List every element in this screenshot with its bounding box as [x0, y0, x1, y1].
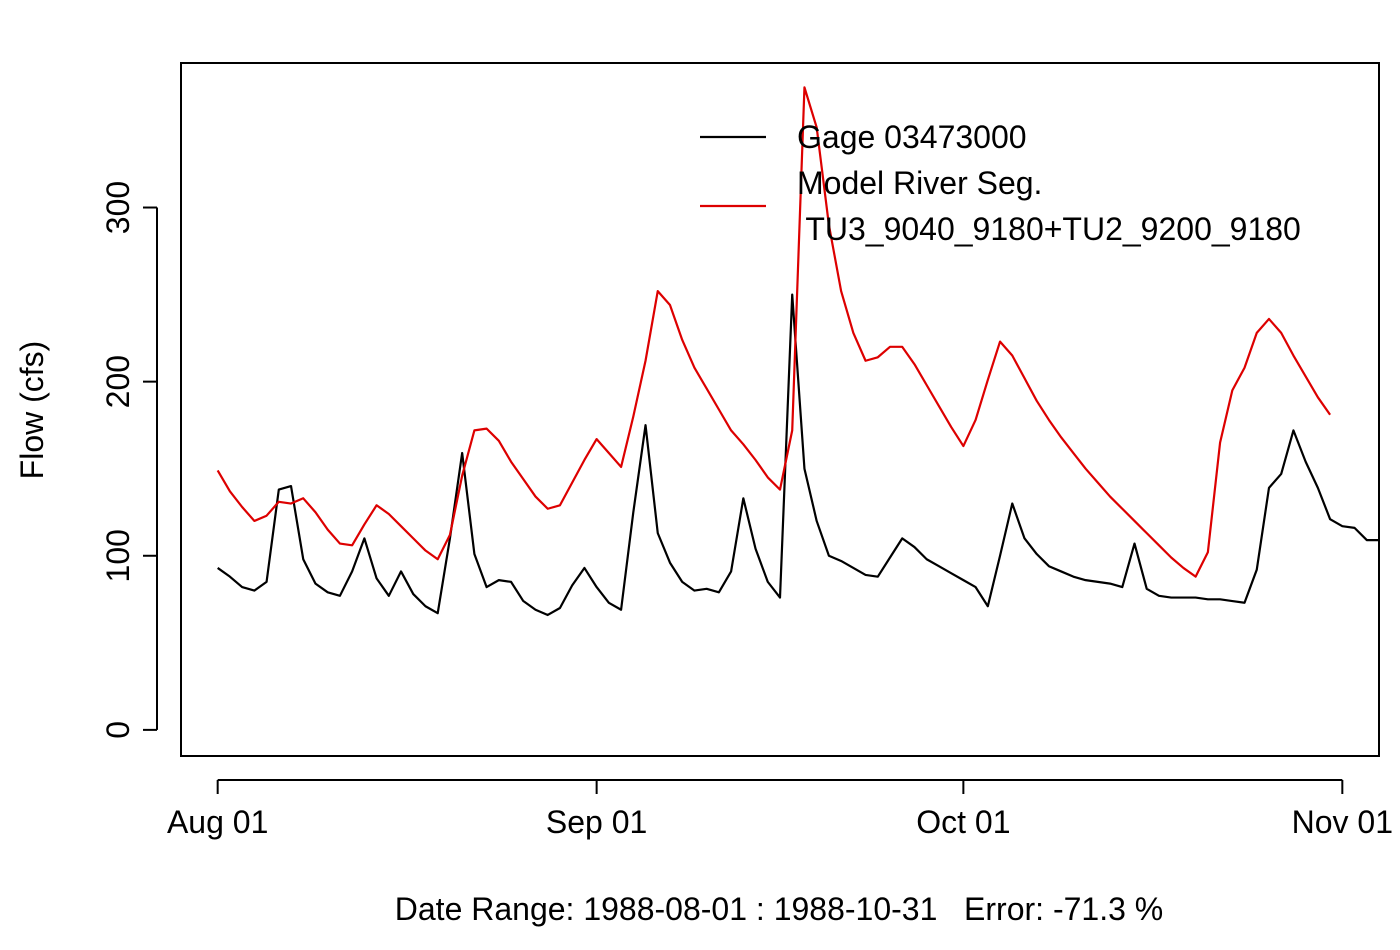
x-tick-label: Oct 01	[916, 804, 1010, 840]
x-tick-label: Nov 01	[1292, 804, 1393, 840]
series-line-1	[216, 86, 1332, 578]
plot-frame	[180, 62, 1380, 757]
x-tick-label: Sep 01	[546, 804, 647, 840]
y-tick-label: 0	[100, 721, 136, 739]
legend-label-0: Gage 03473000	[797, 119, 1027, 155]
series-layer	[216, 86, 1379, 617]
x-axis-label: Date Range: 1988-08-01 : 1988-10-31 Erro…	[395, 891, 1163, 927]
y-axis-label: Flow (cfs)	[14, 341, 50, 480]
y-tick-label: 200	[100, 355, 136, 408]
y-tick-label: 300	[100, 181, 136, 234]
y-tick-label: 100	[100, 529, 136, 582]
legend-label-1: Model River Seg.	[797, 165, 1042, 201]
series-line-0	[217, 293, 1379, 617]
x-tick-label: Aug 01	[167, 804, 268, 840]
x-axis: Aug 01 Sep 01 Oct 01 Nov 01	[167, 779, 1393, 840]
legend: Gage 03473000 Model River Seg. TU3_9040_9…	[700, 119, 1301, 247]
legend-label-1: TU3_9040_9180+TU2_9200_9180	[797, 211, 1301, 247]
y-axis: 0 100 200 300	[100, 181, 158, 739]
